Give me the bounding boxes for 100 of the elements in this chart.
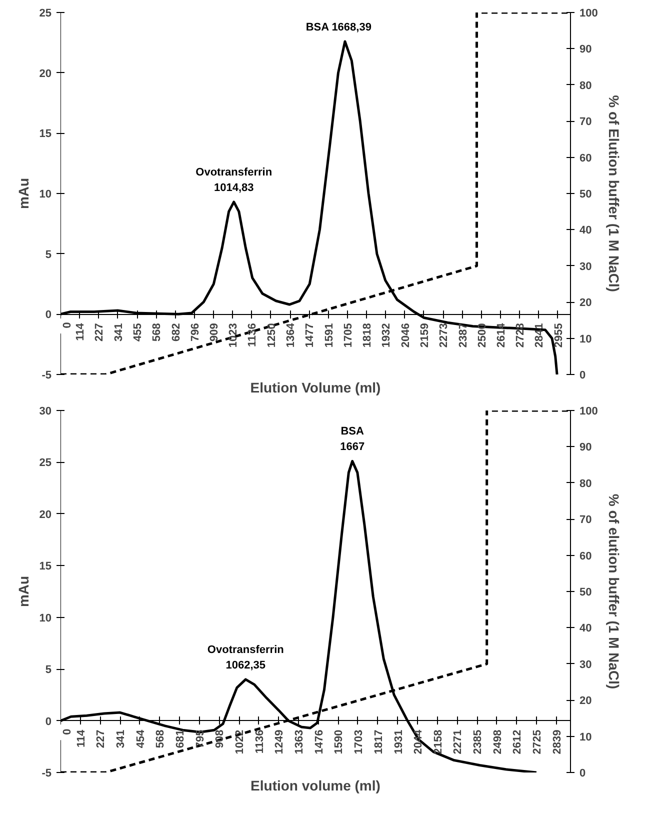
y-tick-label: 10	[39, 612, 52, 624]
y2-axis-title: % of Elution buffer (1 M NaCl)	[606, 95, 622, 292]
x-tick-label: 227	[94, 323, 106, 342]
x-tick-label: 455	[132, 323, 144, 342]
y-tick-label: -5	[42, 370, 52, 382]
y2-tick-label: 80	[580, 80, 592, 92]
y-tick-label: 15	[39, 560, 52, 573]
x-tick-label: 2500	[476, 323, 488, 348]
y2-tick-label: 100	[580, 406, 598, 418]
x-tick-label: 1363	[294, 730, 306, 754]
y-tick-label: 30	[39, 406, 52, 418]
x-tick-label: 908	[214, 730, 226, 748]
x-tick-label: 2614	[495, 322, 508, 348]
y-tick-label: 5	[45, 248, 52, 261]
x-tick-label: 2044	[412, 728, 424, 754]
y-tick-label: 10	[39, 188, 52, 200]
x-tick-label: 1477	[304, 323, 316, 348]
x-tick-label: 341	[115, 730, 128, 748]
y2-tick-label: 0	[580, 768, 586, 780]
x-tick-label: 2728	[514, 323, 527, 348]
annotation: Ovotransferrin 1062,35	[207, 644, 284, 672]
x-tick-label: 795	[194, 730, 206, 748]
x-tick-label: 1817	[372, 730, 385, 754]
y2-tick-label: 0	[580, 370, 586, 382]
x-tick-label: 1023	[228, 323, 240, 348]
y-tick-label: 5	[45, 664, 52, 676]
y2-tick-label: 60	[580, 550, 592, 562]
y-axis-title: mAu	[15, 576, 32, 608]
x-tick-label: 2612	[512, 730, 524, 754]
y2-tick-label: 70	[580, 514, 592, 526]
x-tick-label: 682	[170, 323, 182, 342]
x-tick-label: 681	[174, 730, 186, 748]
y2-tick-label: 50	[580, 188, 592, 200]
x-tick-label: 1136	[246, 323, 259, 348]
y2-tick-label: 10	[580, 731, 592, 744]
annotation: BSA 1667	[340, 426, 365, 454]
x-tick-label: 1818	[362, 323, 374, 348]
annotation: Ovotransferrin 1014,83	[196, 166, 272, 194]
x-tick-label: 2839	[551, 730, 564, 754]
x-tick-label: 1022	[234, 730, 246, 754]
x-tick-label: 2158	[432, 730, 444, 754]
x-tick-label: 2841	[534, 323, 546, 348]
y-tick-label: -5	[42, 768, 52, 780]
x-tick-label: 341	[112, 323, 125, 342]
x-tick-label: 1591	[323, 323, 336, 348]
x-tick-label: 568	[154, 730, 167, 748]
y2-tick-label: 40	[580, 224, 592, 237]
y-tick-label: 20	[39, 68, 52, 80]
y-axis-title: mAu	[15, 178, 32, 210]
x-tick-label: 1364	[285, 322, 298, 348]
y2-tick-label: 90	[580, 442, 592, 454]
x-tick-label: 1249	[274, 730, 286, 754]
x-tick-label: 568	[151, 323, 164, 342]
x-tick-label: 2046	[400, 323, 412, 348]
x-tick-label: 2498	[492, 730, 504, 754]
x-tick-label: 1590	[333, 730, 346, 754]
y2-tick-label: 40	[580, 622, 592, 635]
x-axis-title: Elution volume (ml)	[250, 778, 380, 794]
x-tick-label: 1476	[313, 730, 326, 754]
x-tick-label: 1250	[266, 323, 278, 348]
x-tick-label: 2385	[472, 730, 484, 754]
y2-tick-label: 30	[580, 260, 592, 273]
y2-tick-label: 10	[580, 333, 592, 346]
x-tick-label: 0	[62, 322, 74, 328]
x-tick-label: 227	[95, 730, 108, 748]
x-tick-label: 1136	[254, 730, 266, 754]
x-tick-label: 2955	[552, 323, 565, 348]
x-tick-label: 2273	[438, 323, 450, 348]
x-axis-title: Elution Volume (ml)	[250, 380, 381, 396]
x-tick-label: 454	[134, 728, 147, 748]
y2-tick-label: 20	[580, 695, 592, 708]
x-tick-label: 114	[75, 728, 88, 748]
y-tick-label: 0	[45, 716, 52, 728]
y-tick-label: 20	[39, 508, 52, 521]
x-tick-label: 909	[208, 323, 220, 342]
x-tick-label: 2271	[452, 730, 464, 754]
y-tick-label: 25	[39, 8, 52, 20]
y2-axis-title: % of elution buffer (1 M NaCl)	[606, 494, 622, 690]
y2-tick-label: 50	[580, 586, 592, 598]
y2-tick-label: 90	[580, 44, 592, 56]
x-tick-label: 0	[62, 728, 74, 735]
y2-tick-label: 100	[580, 8, 598, 20]
y-tick-label: 0	[45, 309, 52, 322]
x-tick-label: 2387	[457, 323, 470, 348]
y2-tick-label: 70	[580, 116, 592, 128]
x-tick-label: 1932	[380, 323, 393, 348]
annotation: BSA 1668,39	[306, 21, 372, 34]
x-tick-label: 114	[74, 322, 87, 341]
y2-tick-label: 60	[580, 152, 592, 164]
x-tick-label: 1703	[352, 730, 365, 754]
x-tick-label: 2725	[531, 730, 544, 754]
y2-tick-label: 30	[580, 658, 592, 671]
x-tick-label: 1931	[392, 730, 405, 754]
x-tick-label: 796	[189, 323, 202, 342]
y2-tick-label: 80	[580, 478, 592, 490]
y-tick-label: 25	[39, 457, 52, 470]
x-tick-label: 1705	[342, 323, 354, 348]
y2-tick-label: 20	[580, 297, 592, 310]
y-tick-label: 15	[39, 128, 52, 140]
x-tick-label: 2159	[418, 323, 431, 348]
